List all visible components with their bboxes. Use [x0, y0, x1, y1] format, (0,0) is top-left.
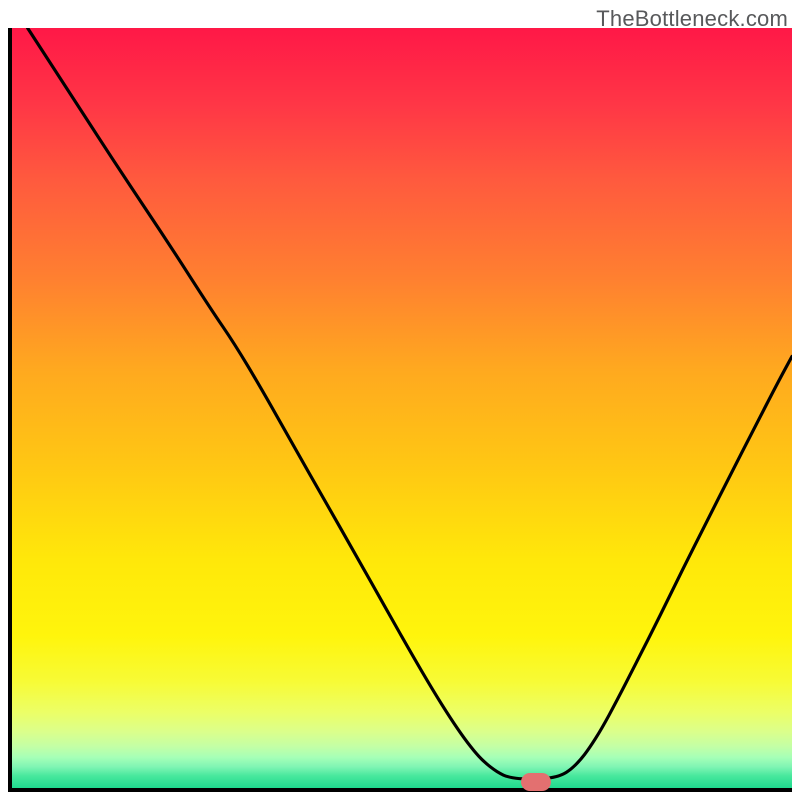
chart-frame: [8, 28, 792, 792]
optimal-point-marker: [521, 773, 551, 791]
bottleneck-curve: [12, 28, 792, 788]
plot-area: [12, 28, 792, 788]
